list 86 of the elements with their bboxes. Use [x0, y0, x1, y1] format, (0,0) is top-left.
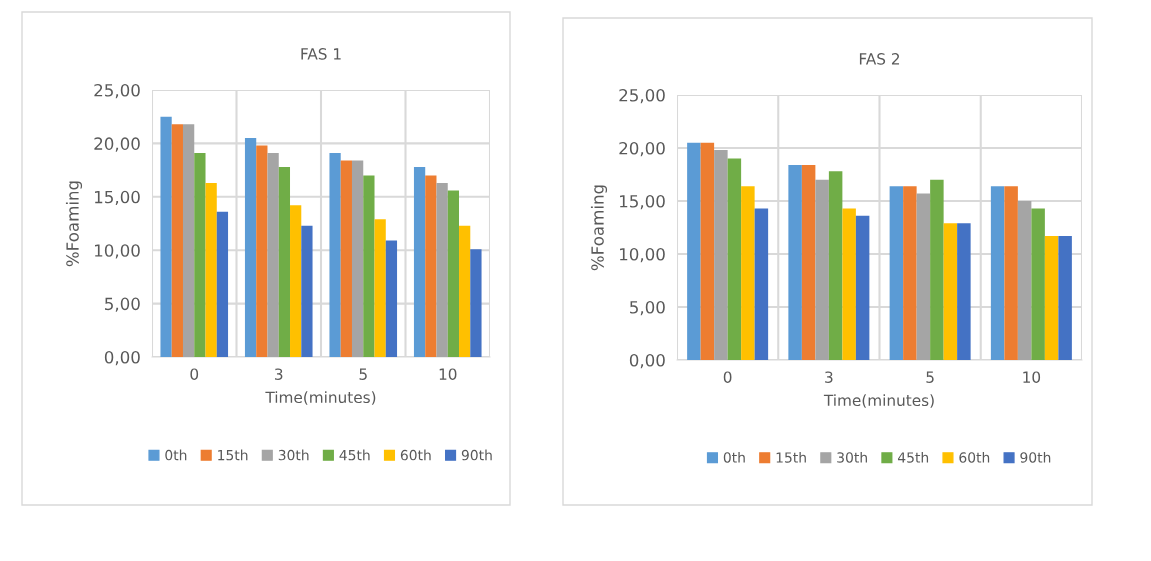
bar — [290, 205, 302, 357]
bar — [216, 211, 229, 357]
bar — [413, 166, 426, 357]
bar — [714, 150, 728, 360]
bar — [447, 190, 460, 357]
bar — [842, 208, 856, 360]
bar — [1017, 201, 1032, 360]
bar — [171, 124, 183, 357]
legend-label: 30th — [837, 452, 867, 463]
bar — [301, 225, 313, 357]
chart-title: FAS 1 — [301, 48, 341, 60]
legend-label: 90th — [461, 449, 492, 461]
x-tick-label: 10 — [439, 368, 457, 380]
legend-label: 15th — [218, 449, 248, 461]
bar — [1031, 208, 1045, 360]
bar — [1004, 186, 1018, 360]
y-tick-label: 5,00 — [105, 297, 140, 312]
legend-label: 90th — [1020, 452, 1051, 463]
bar — [374, 219, 386, 357]
x-tick-label: 3 — [275, 368, 283, 380]
x-tick-label: 3 — [825, 371, 833, 383]
y-axis-title: %Foaming — [590, 185, 608, 271]
chart-title: FAS 2 — [859, 53, 900, 65]
y-tick-label: 20,00 — [619, 141, 665, 157]
y-axis-title: %Foaming — [65, 181, 83, 267]
bar — [436, 182, 448, 357]
legend-label: 60th — [959, 452, 990, 463]
bar — [194, 153, 206, 357]
bar — [1058, 235, 1072, 360]
legend-label: 45th — [339, 449, 370, 461]
bar — [903, 186, 917, 360]
bar — [351, 160, 364, 357]
bar — [855, 215, 870, 360]
bar — [700, 142, 715, 360]
bar — [1044, 235, 1059, 360]
y-tick-label: 10,00 — [95, 244, 140, 259]
y-tick-label: 5,00 — [630, 300, 665, 316]
legend-label: 30th — [278, 449, 309, 461]
bar — [182, 124, 195, 357]
y-tick-label: 15,00 — [95, 190, 140, 206]
bar — [340, 160, 352, 357]
x-tick-label: 0 — [723, 371, 732, 383]
y-tick-label: 20,00 — [94, 137, 140, 152]
y-tick-label: 25,00 — [619, 88, 665, 104]
legend-label: 0th — [165, 449, 187, 461]
legend-label: 60th — [400, 449, 431, 461]
bar — [930, 179, 944, 360]
bar — [990, 186, 1005, 360]
y-tick-label: 10,00 — [620, 247, 665, 263]
y-tick-label: 0,00 — [104, 350, 140, 366]
bar — [788, 164, 802, 360]
bar — [741, 186, 755, 360]
legend-label: 0th — [723, 452, 745, 463]
x-tick-label: 10 — [1023, 371, 1041, 383]
x-tick-label: 5 — [926, 371, 934, 383]
bar — [815, 179, 829, 360]
x-axis-title: Time(minutes) — [265, 391, 376, 405]
x-tick-label: 5 — [359, 368, 367, 380]
bar — [889, 186, 904, 360]
bar — [329, 153, 341, 357]
bar — [943, 223, 958, 360]
y-tick-label: 25,00 — [94, 83, 140, 99]
bar — [828, 171, 843, 360]
bar — [916, 193, 931, 360]
legend-label: 45th — [897, 452, 929, 463]
x-tick-label: 0 — [190, 368, 199, 380]
bar — [385, 240, 398, 357]
y-tick-label: 0,00 — [629, 353, 665, 369]
bar — [244, 138, 257, 357]
x-axis-title: Time(minutes) — [823, 394, 934, 408]
bar — [205, 182, 217, 357]
bar — [957, 223, 971, 360]
bar — [160, 116, 172, 357]
bar — [801, 164, 816, 360]
bar — [470, 249, 482, 357]
bar — [267, 153, 279, 357]
y-tick-label: 15,00 — [620, 194, 665, 210]
bar — [425, 175, 437, 357]
bar — [687, 142, 701, 360]
legend-label: 15th — [776, 452, 806, 463]
bar — [363, 175, 375, 357]
bar — [256, 145, 268, 357]
bar — [727, 158, 742, 360]
bar — [459, 225, 471, 357]
bar — [754, 208, 769, 360]
bar — [278, 166, 291, 357]
